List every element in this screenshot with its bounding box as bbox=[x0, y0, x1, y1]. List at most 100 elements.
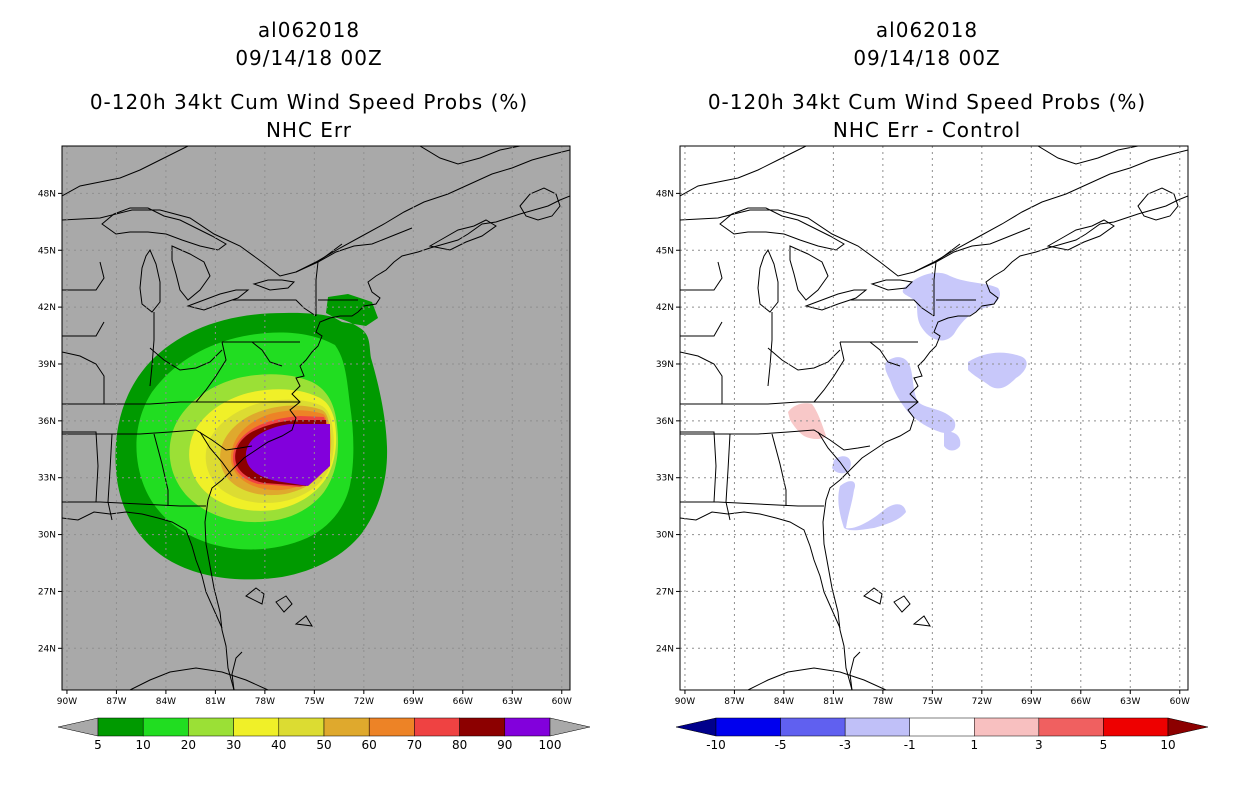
product-title: 0-120h 34kt Cum Wind Speed Probs (%) bbox=[89, 90, 529, 114]
lon-label: 84W bbox=[774, 697, 794, 707]
lon-label: 63W bbox=[1120, 697, 1140, 707]
negative-area-east bbox=[944, 431, 961, 451]
colorbar-label: 1 bbox=[970, 738, 978, 752]
lon-label: 66W bbox=[453, 697, 473, 707]
lat-label: 36N bbox=[656, 417, 674, 427]
canada-shore-east bbox=[1037, 146, 1139, 165]
colorbar-low-arrow bbox=[57, 717, 99, 737]
lake-erie bbox=[186, 289, 250, 311]
hudson-bay-shore bbox=[62, 146, 189, 197]
state-line-al-ga bbox=[153, 433, 169, 506]
colorbar-segment bbox=[323, 717, 370, 737]
state-line-36-5 bbox=[680, 401, 918, 405]
coastline-florida-keys bbox=[231, 651, 243, 690]
state-line-mn bbox=[62, 261, 105, 291]
state-line-31 bbox=[680, 501, 824, 507]
bahamas-1 bbox=[863, 587, 883, 605]
lon-label: 60W bbox=[1170, 697, 1190, 707]
state-line-ar bbox=[680, 431, 717, 503]
right-panel: al062018 09/14/18 00Z 0-120h 34kt Cum Wi… bbox=[618, 0, 1236, 800]
colorbar: 5 10 20 30 40 50 60 70 80 90 100 bbox=[57, 717, 591, 752]
coastline-gulf bbox=[62, 511, 223, 629]
nova-scotia bbox=[1046, 219, 1115, 251]
storm-id: al062018 bbox=[257, 18, 361, 42]
lat-label: 27N bbox=[656, 587, 674, 597]
colorbar-label: 20 bbox=[181, 738, 196, 752]
colorbar-segment bbox=[909, 717, 975, 737]
st-lawrence bbox=[295, 149, 570, 273]
lon-label: 87W bbox=[106, 697, 126, 707]
map-frame bbox=[679, 145, 1189, 691]
colorbar-segment bbox=[780, 717, 846, 737]
lat-label: 27N bbox=[38, 587, 56, 597]
probability-map: 48N 45N 42N 39N 36N 33N 30N 27N 24N 90W 87W 84W 81W 7… bbox=[38, 145, 591, 752]
bahamas-3 bbox=[912, 615, 931, 627]
lat-label: 45N bbox=[656, 246, 674, 256]
st-lawrence bbox=[913, 149, 1188, 273]
colorbar-high-arrow bbox=[1167, 717, 1209, 737]
colorbar-segment bbox=[233, 717, 280, 737]
colorbar-label: -1 bbox=[904, 738, 916, 752]
colorbar-label: 3 bbox=[1035, 738, 1043, 752]
storm-id: al062018 bbox=[875, 18, 979, 42]
colorbar-label: 10 bbox=[136, 738, 151, 752]
lake-huron bbox=[171, 245, 211, 301]
colorbar: -10 -5 -3 -1 1 3 5 10 bbox=[675, 717, 1209, 752]
lake-huron bbox=[789, 245, 829, 301]
grid-lines bbox=[62, 146, 570, 690]
state-line-va-md bbox=[251, 341, 283, 367]
colorbar-label: 5 bbox=[1100, 738, 1108, 752]
canada-border bbox=[680, 209, 1031, 277]
left-panel: al062018 09/14/18 00Z 0-120h 34kt Cum Wi… bbox=[38, 18, 591, 752]
state-line-36-5 bbox=[62, 401, 300, 405]
lon-label: 72W bbox=[354, 697, 374, 707]
state-line-ga-sc bbox=[817, 431, 851, 477]
contour-90-100 bbox=[245, 424, 330, 486]
colorbar-segment bbox=[459, 717, 506, 737]
state-line-ia bbox=[62, 290, 105, 337]
colorbar-label: -10 bbox=[706, 738, 726, 752]
coastline-atlantic bbox=[204, 195, 570, 690]
lat-label: 30N bbox=[38, 531, 56, 541]
colorbar-label: 100 bbox=[539, 738, 562, 752]
forecast-datetime: 09/14/18 00Z bbox=[853, 46, 1001, 70]
colorbar-segment bbox=[188, 717, 234, 737]
lake-superior bbox=[719, 207, 845, 251]
axis-labels: 48N 45N 42N 39N 36N 33N 30N 27N 24N 90W 87W 84W 81W 7… bbox=[656, 189, 1190, 707]
state-line-mn bbox=[680, 261, 723, 291]
state-line-mo bbox=[680, 351, 723, 404]
state-line-wv bbox=[813, 341, 845, 403]
lon-label: 78W bbox=[873, 697, 893, 707]
lat-label: 33N bbox=[38, 474, 56, 484]
colorbar-segment bbox=[1038, 717, 1104, 737]
lake-superior bbox=[101, 207, 227, 251]
lon-label: 63W bbox=[502, 697, 522, 707]
lake-michigan bbox=[757, 248, 779, 313]
state-line-ny-pa bbox=[232, 299, 317, 317]
state-line-ne bbox=[933, 243, 961, 316]
colorbar-label: 10 bbox=[1160, 738, 1175, 752]
colorbar-label: 70 bbox=[407, 738, 422, 752]
colorbar-label: 30 bbox=[226, 738, 241, 752]
negative-area-delmarva bbox=[885, 357, 956, 434]
colorbar-label: 50 bbox=[316, 738, 331, 752]
state-line-va-md bbox=[869, 341, 901, 367]
lat-label: 36N bbox=[38, 417, 56, 427]
state-line-ia bbox=[680, 290, 723, 337]
negative-area-offshore bbox=[968, 352, 1027, 389]
lon-label: 60W bbox=[552, 697, 572, 707]
lat-label: 39N bbox=[38, 360, 56, 370]
lake-ontario bbox=[870, 279, 914, 291]
coastlines-and-borders bbox=[680, 146, 1188, 690]
lon-label: 69W bbox=[403, 697, 423, 707]
lon-label: 72W bbox=[972, 697, 992, 707]
lon-label: 81W bbox=[823, 697, 843, 707]
map-frame bbox=[61, 145, 571, 691]
lat-label: 33N bbox=[656, 474, 674, 484]
forecast-datetime: 09/14/18 00Z bbox=[235, 46, 383, 70]
hudson-bay-shore bbox=[680, 146, 807, 197]
colorbar-segment bbox=[278, 717, 325, 737]
lon-label: 81W bbox=[205, 697, 225, 707]
lat-label: 42N bbox=[38, 303, 56, 313]
lat-label: 48N bbox=[656, 189, 674, 199]
